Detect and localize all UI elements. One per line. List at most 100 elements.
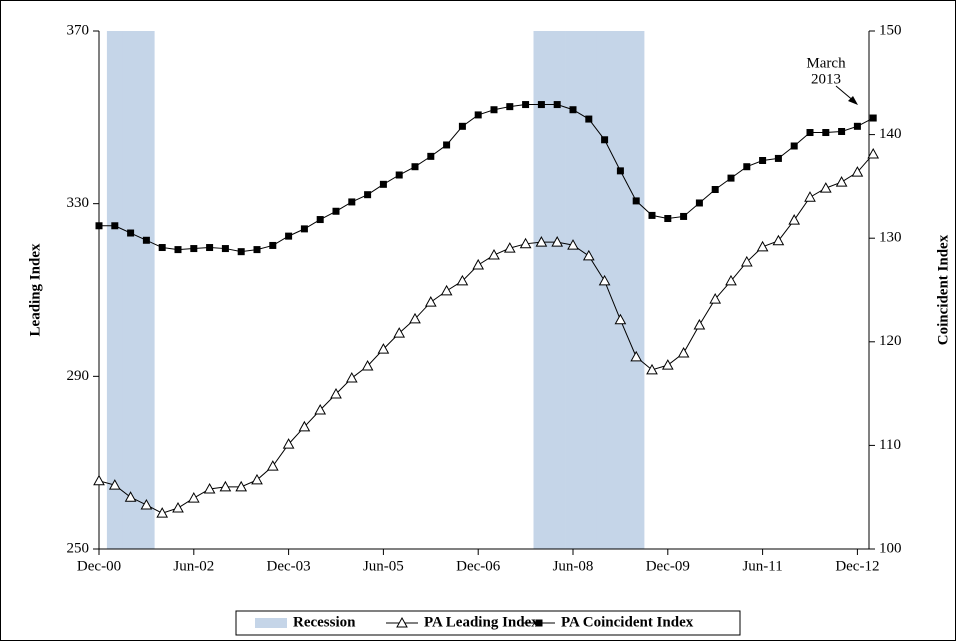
point (680, 212, 688, 220)
x-tick-label: Jun-08 (553, 558, 594, 574)
point (93, 474, 105, 486)
recession-bar (580, 31, 597, 549)
point (519, 237, 532, 249)
point (488, 249, 500, 260)
point (490, 106, 498, 114)
point (503, 242, 516, 253)
recession-bar (596, 31, 613, 549)
point (443, 141, 451, 149)
recession-bar (533, 31, 550, 549)
point (522, 101, 530, 109)
point (582, 249, 595, 261)
point (345, 372, 358, 383)
point (361, 359, 374, 371)
point (253, 246, 261, 254)
point (298, 420, 311, 432)
point (364, 191, 372, 199)
point (727, 174, 735, 182)
point (472, 258, 485, 270)
point (756, 240, 769, 252)
x-tick-label: Jun-05 (363, 558, 404, 574)
point (393, 327, 406, 338)
point (427, 152, 435, 160)
legend-swatch (255, 618, 287, 628)
point (819, 182, 832, 193)
point (140, 498, 153, 510)
point (822, 129, 830, 137)
x-tick-label: Dec-03 (267, 558, 311, 574)
point (567, 239, 579, 250)
y-axis-title: Leading Index (27, 243, 43, 336)
x-tick-label: Dec-09 (646, 558, 690, 574)
point (677, 346, 690, 358)
x-tick-label: Dec-06 (456, 558, 501, 574)
point (553, 101, 561, 109)
point (316, 216, 324, 224)
point (535, 619, 543, 627)
point (251, 473, 263, 485)
y2-tick-label: 120 (879, 333, 902, 349)
point (537, 101, 545, 109)
point (124, 491, 137, 502)
point (695, 199, 703, 207)
point (266, 460, 279, 471)
point (221, 245, 229, 253)
legend-label: Recession (293, 614, 356, 630)
legend-box (235, 610, 741, 636)
point (551, 236, 564, 247)
point (835, 176, 848, 187)
point (203, 482, 216, 494)
point (806, 129, 814, 137)
point (377, 343, 390, 354)
point (869, 114, 877, 122)
point (187, 492, 200, 503)
y2-tick-label: 150 (879, 22, 902, 38)
y2-axis-title: Coincident Index (935, 234, 951, 345)
y2-tick-label: 100 (879, 540, 902, 556)
y2-tick-label: 110 (879, 437, 901, 453)
point (237, 248, 245, 256)
recession-bar (628, 31, 645, 549)
point (616, 167, 624, 175)
x-tick-label: Jun-11 (742, 558, 782, 574)
point (332, 207, 340, 215)
point (424, 296, 437, 307)
point (759, 157, 767, 164)
y-tick-label: 370 (67, 22, 90, 38)
point (506, 103, 514, 111)
recession-bar (612, 31, 629, 549)
y-tick-label: 330 (67, 195, 90, 211)
point (300, 225, 308, 233)
point (348, 198, 356, 206)
point (614, 313, 627, 325)
point (601, 136, 609, 144)
point (111, 222, 119, 230)
x-tick-label: Dec-00 (77, 558, 121, 574)
point (206, 244, 214, 252)
point (646, 363, 658, 375)
point (235, 480, 248, 492)
point (851, 166, 864, 177)
x-tick-label: Jun-02 (173, 558, 214, 574)
point (632, 197, 640, 205)
point (108, 479, 121, 490)
y2-tick-label: 130 (879, 230, 902, 246)
point (630, 350, 643, 362)
point (740, 255, 753, 267)
point (440, 284, 453, 296)
annotation: March (806, 55, 846, 71)
point (788, 214, 801, 225)
point (156, 507, 169, 518)
point (474, 111, 482, 119)
point (535, 236, 548, 247)
point (282, 438, 295, 449)
point (158, 244, 166, 252)
point (142, 236, 150, 244)
point (711, 186, 719, 194)
point (314, 403, 327, 415)
point (598, 274, 611, 286)
annotation-arrowhead (848, 96, 858, 105)
point (585, 115, 593, 123)
